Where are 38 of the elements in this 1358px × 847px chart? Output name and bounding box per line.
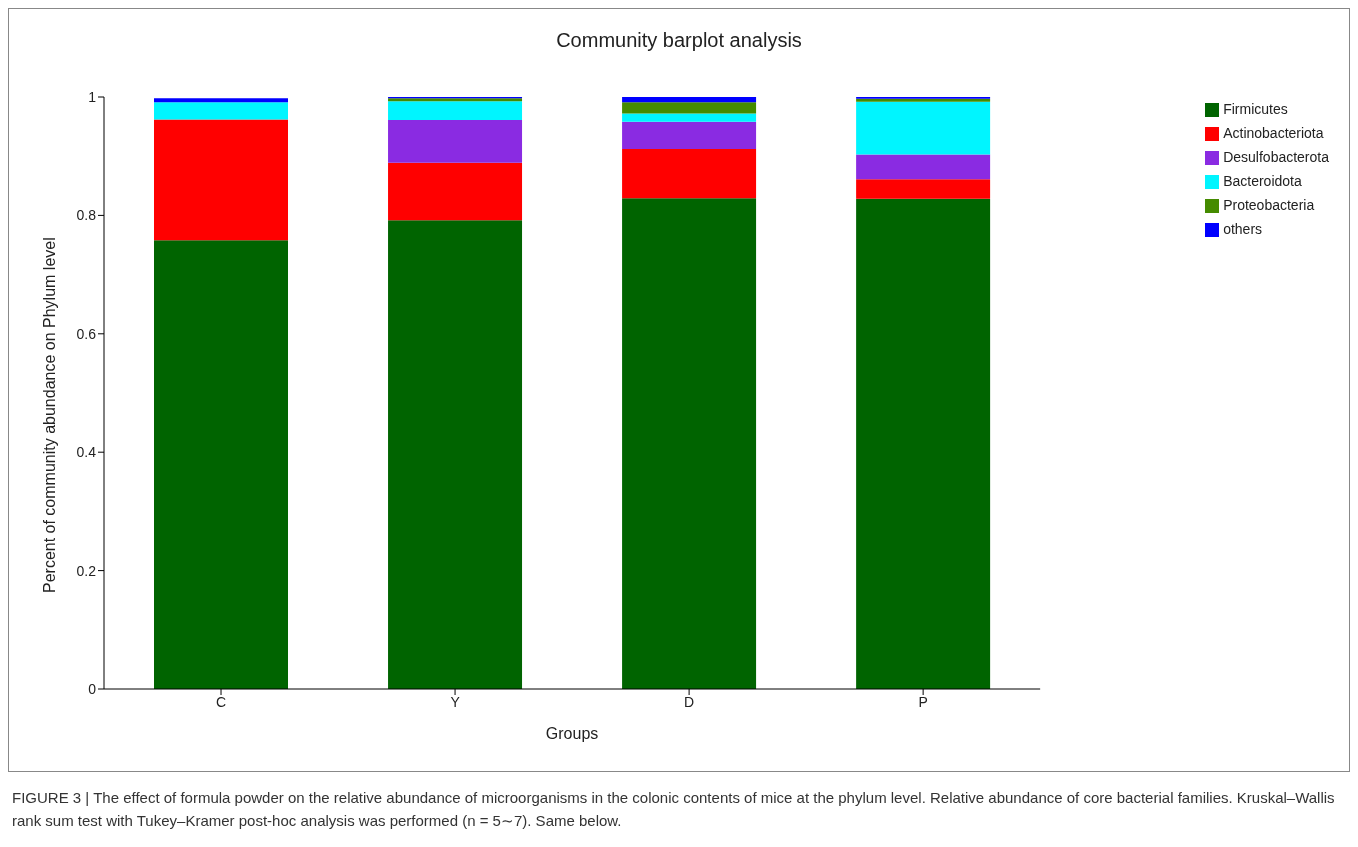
- legend-label: others: [1223, 221, 1263, 237]
- y-tick-label: 0: [88, 680, 97, 697]
- bar: [154, 102, 288, 120]
- bar: [622, 198, 757, 689]
- bar: [856, 179, 991, 199]
- bar: [856, 154, 991, 180]
- y-tick-label: 1: [88, 88, 97, 105]
- bar: [622, 121, 757, 150]
- x-tick-label: Y: [450, 693, 461, 710]
- bar: [154, 119, 288, 241]
- bar: [856, 101, 991, 155]
- y-tick-label: 0.4: [76, 444, 97, 461]
- x-tick-label: D: [684, 693, 695, 710]
- caption: FIGURE 3 | The effect of formula powder on the relative abundance of microorganisms in the colonic contents of mice at the phylum level. Relative abundance of core bacterial families. Kruskal–Wallis rank sum test with Tukey–Kramer post-hoc analysis was performed (n = 5∼7). Same below.: [11, 788, 1336, 831]
- bar: [622, 102, 757, 114]
- bar: [388, 162, 523, 221]
- legend-label: Bacteroidota: [1223, 173, 1302, 189]
- bar: [622, 97, 757, 103]
- y-axis-title: Percent of community abundance on Phylum level: [40, 237, 58, 593]
- legend-label: Firmicutes: [1223, 101, 1288, 117]
- x-axis-title: Groups: [545, 725, 599, 742]
- bar: [154, 240, 288, 689]
- legend-label: Proteobacteria: [1223, 197, 1315, 213]
- bar: [154, 98, 288, 103]
- legend-label: Actinobacteriota: [1223, 125, 1324, 141]
- x-tick-label: P: [918, 693, 928, 710]
- x-tick-label: C: [215, 693, 227, 710]
- bar: [388, 220, 523, 689]
- bar: [622, 113, 757, 122]
- bar: [622, 149, 757, 199]
- bar: [388, 120, 523, 163]
- y-tick-label: 0.2: [76, 562, 97, 579]
- bar: [388, 101, 523, 121]
- bar: [856, 198, 991, 689]
- y-tick-label: 0.8: [76, 207, 97, 224]
- legend-label: Desulfobacterota: [1223, 149, 1329, 165]
- chart-title: Community barplot analysis: [555, 29, 803, 52]
- y-tick-label: 0.6: [76, 325, 97, 342]
